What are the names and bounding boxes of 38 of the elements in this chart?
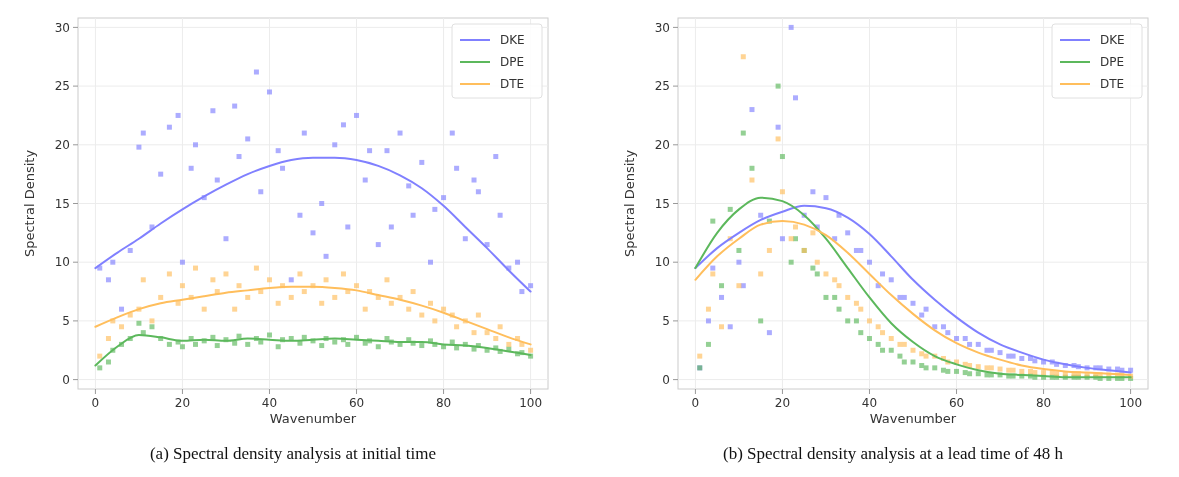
x-tick-label: 100 [1119,396,1143,410]
y-tick-label: 30 [54,20,70,35]
y-tick-label: 0 [662,372,670,387]
y-tick-label: 25 [54,79,70,94]
x-tick-label: 20 [174,396,191,410]
x-tick-label: 40 [861,396,878,410]
legend-label: DKE [1100,33,1125,48]
y-tick-label: 5 [662,314,670,329]
y-tick-label: 20 [54,138,70,152]
y-tick-label: 15 [54,196,70,211]
legend-label: DPE [500,55,525,70]
text: (a) Spectral density analysis at initial time [149,444,437,463]
y-tick-label: 10 [654,255,670,270]
x-tick-label: 80 [435,396,452,410]
x-tick-label: 40 [261,396,278,410]
x-tick-label: 80 [1035,396,1052,410]
x-axis-title: Wavenumber [869,411,957,426]
y-tick-label: 0 [62,372,70,387]
legend-label: DTE [500,77,525,92]
legend-label: DPE [1100,55,1125,70]
y-axis-title: Spectral Density [622,149,637,258]
x-tick-label: 0 [91,396,100,410]
x-tick-label: 60 [348,396,365,410]
x-tick-label: 60 [948,396,965,410]
legend-label: DTE [1100,77,1125,92]
x-axis-title: Wavenumber [269,411,357,426]
y-tick-label: 5 [62,314,70,329]
y-tick-label: 20 [654,138,670,152]
y-tick-label: 30 [654,20,670,35]
x-tick-label: 0 [691,396,700,410]
y-tick-label: 10 [54,255,70,270]
legend-label: DKE [500,33,525,48]
y-axis-title: Spectral Density [22,149,37,258]
y-tick-label: 15 [654,196,670,211]
text: (b) Spectral density analysis at a lead time of 48 h [723,444,1064,463]
x-tick-label: 20 [774,396,791,410]
y-tick-label: 25 [654,79,670,94]
x-tick-label: 100 [519,396,543,410]
